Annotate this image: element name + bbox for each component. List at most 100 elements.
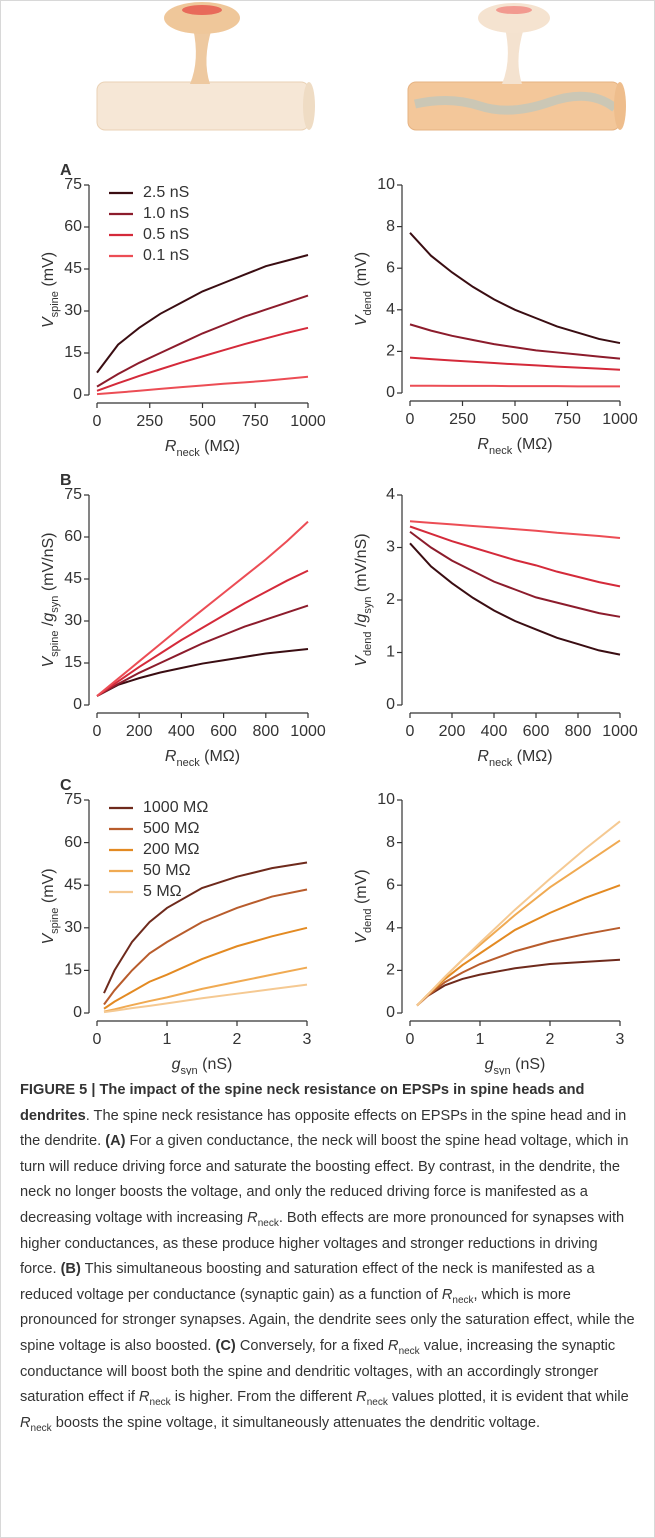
x-tick-label: 800 (252, 723, 279, 740)
panel-label: B (60, 472, 72, 489)
y-axis-label: Vspine (mV) (40, 868, 61, 944)
y-tick-label: 45 (64, 260, 82, 277)
legend-label: 500 MΩ (143, 820, 199, 837)
y-tick-label: 4 (386, 301, 395, 318)
label-run: neck (176, 447, 200, 459)
y-tick-label: 0 (386, 696, 395, 713)
series-line (416, 884, 621, 1007)
x-tick-label: 0 (93, 1031, 102, 1048)
label-run: (mV) (40, 868, 57, 907)
legend-label: 0.5 nS (143, 226, 189, 243)
series-line (409, 232, 621, 345)
y-axis-label: Vspine (mV) (40, 252, 61, 328)
x-tick-label: 3 (303, 1031, 312, 1048)
label-run: V (40, 316, 57, 328)
legend-label: 50 MΩ (143, 862, 191, 879)
x-tick-label: 3 (616, 1031, 625, 1048)
series-line (96, 604, 309, 697)
y-axis-label: Vdend /gsyn (mV/nS) (353, 533, 374, 666)
caption-run: R (20, 1414, 31, 1431)
caption-run: Conversely, for a fixed (235, 1337, 389, 1354)
y-tick-label: 1 (386, 644, 395, 661)
series-line (409, 525, 621, 588)
y-tick-label: 15 (64, 344, 82, 361)
y-tick-label: 60 (64, 834, 82, 851)
y-tick-label: 10 (377, 791, 395, 808)
x-tick-label: 800 (565, 723, 592, 740)
series-line (409, 520, 621, 540)
label-run: (mV) (353, 869, 370, 908)
series-line (416, 926, 621, 1007)
series-line (103, 861, 308, 994)
x-tick-label: 0 (406, 411, 415, 428)
x-tick-label: 1000 (602, 411, 638, 428)
x-tick-label: 2 (546, 1031, 555, 1048)
panel-label: A (60, 162, 72, 179)
x-tick-label: 0 (93, 723, 102, 740)
series-line (96, 294, 309, 388)
y-axis-label: Vspine /gsyn (mV/nS) (40, 532, 61, 667)
y-tick-label: 6 (386, 259, 395, 276)
x-tick-label: 600 (210, 723, 237, 740)
label-run: R (477, 436, 489, 453)
caption-run: R (388, 1337, 399, 1354)
x-tick-label: 0 (406, 1031, 415, 1048)
caption-run: For a given conductance, the neck will b… (20, 1133, 629, 1226)
caption-run: , which is more pronounced for stronger … (20, 1286, 635, 1354)
series-line (96, 520, 309, 697)
caption-run: (C) (215, 1337, 236, 1354)
y-tick-label: 2 (386, 343, 395, 360)
series-line (96, 375, 309, 396)
label-run: neck (176, 757, 200, 769)
label-run: g (40, 613, 57, 622)
series-line (96, 648, 309, 697)
series-line (410, 384, 620, 388)
series-line (409, 542, 621, 656)
label-run: spine (49, 631, 61, 657)
y-tick-label: 30 (64, 919, 82, 936)
x-axis-label: Rneck (MΩ) (165, 748, 240, 769)
figure-caption: FIGURE 5 | The impact of the spine neck … (20, 1078, 638, 1436)
caption-run: neck (398, 1345, 420, 1357)
y-tick-label: 0 (73, 386, 82, 403)
y-tick-label: 10 (377, 176, 395, 193)
caption-run: boosts the spine voltage, it simultaneou… (51, 1414, 541, 1431)
x-tick-label: 0 (406, 723, 415, 740)
panel-label: C (60, 777, 72, 794)
label-run: syn (494, 1065, 511, 1075)
x-tick-label: 750 (242, 413, 269, 430)
y-tick-label: 4 (386, 919, 395, 936)
caption-run: R (247, 1209, 258, 1226)
spine-illustration-right (407, 3, 626, 131)
y-tick-label: 0 (386, 384, 395, 401)
series-line (96, 326, 309, 392)
caption-run: neck (366, 1397, 388, 1409)
series-line (409, 530, 621, 618)
label-run: V (40, 933, 57, 945)
y-tick-label: 60 (64, 218, 82, 235)
legend-label: 1.0 nS (143, 205, 189, 222)
label-run: R (477, 748, 489, 765)
series-line (409, 323, 621, 360)
x-tick-label: 1 (476, 1031, 485, 1048)
label-run: (nS) (198, 1056, 233, 1073)
label-run: spine (49, 291, 61, 317)
label-run: / (353, 622, 370, 631)
x-tick-label: 250 (449, 411, 476, 428)
caption-run: R (138, 1389, 150, 1406)
label-run: (MΩ) (512, 436, 552, 453)
label-run: V (40, 656, 57, 668)
legend-label: 1000 MΩ (143, 799, 208, 816)
y-tick-label: 15 (64, 654, 82, 671)
y-tick-label: 3 (386, 539, 395, 556)
y-tick-label: 45 (64, 876, 82, 893)
y-tick-label: 0 (386, 1004, 395, 1021)
series-line (409, 356, 621, 371)
y-tick-label: 8 (386, 218, 395, 235)
label-run: dend (362, 908, 374, 932)
y-tick-label: 60 (64, 528, 82, 545)
legend-label: 0.1 nS (143, 247, 189, 264)
label-run: V (353, 932, 370, 944)
caption-run: neck (30, 1422, 52, 1434)
